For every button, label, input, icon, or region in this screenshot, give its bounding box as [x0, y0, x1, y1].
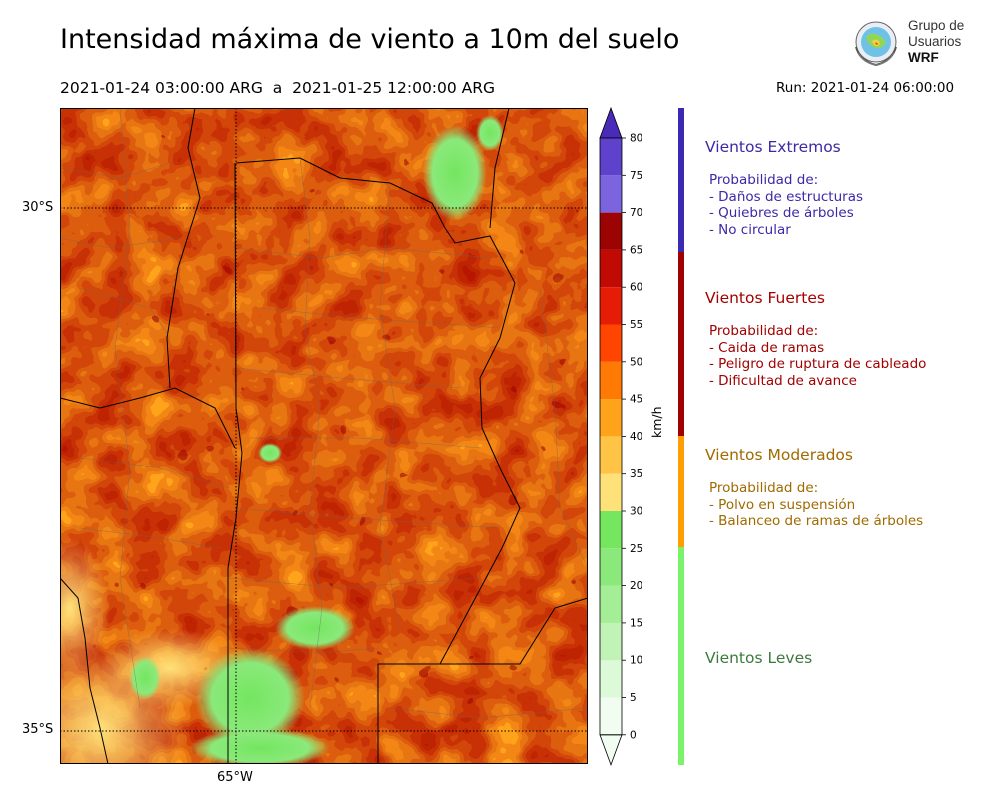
category-leves: Vientos Leves — [705, 649, 812, 667]
longitude-label-65w: 65°W — [217, 770, 253, 785]
colorbar-max-extension-arrow — [599, 106, 623, 139]
colorbar-band-55 — [600, 287, 622, 325]
colorbar-tick-label: 25 — [630, 543, 642, 555]
colorbar-min-extension-arrow — [599, 734, 623, 766]
colorbar-band-5 — [600, 660, 622, 698]
category-description-line: - Dificultad de avance — [709, 372, 857, 389]
colorbar-tick-label: 45 — [630, 394, 642, 406]
latitude-label-30s: 30°S — [22, 200, 54, 215]
colorbar-tick-label: 75 — [630, 170, 642, 182]
colorbar-unit-label: km/h — [649, 406, 664, 438]
model-run-time: Run: 2021-01-24 06:00:00 — [776, 80, 955, 96]
colorbar-tick-label: 65 — [630, 244, 642, 256]
category-bar-fuertes — [678, 252, 684, 436]
map-frame — [60, 108, 588, 764]
forecast-period: 2021-01-24 03:00:00 ARG a 2021-01-25 12:… — [60, 79, 496, 97]
colorbar-tick-label: 50 — [630, 356, 642, 368]
category-bar-moderados — [678, 436, 684, 547]
light-wind-patch-southwest — [129, 656, 161, 700]
category-fuertes: Vientos Fuertes Probabilidad de: - Caida d… — [705, 289, 926, 389]
graticule — [60, 108, 588, 764]
category-description-line: - No circular — [709, 221, 791, 238]
colorbar-band-10 — [600, 622, 622, 661]
colorbar-tick-label: 20 — [630, 580, 642, 592]
colorbar-tick-label: 70 — [630, 207, 642, 219]
category-bar-extremos — [678, 108, 684, 252]
logo-line-3: WRF — [908, 50, 939, 65]
colorbar-band-40 — [600, 399, 622, 437]
light-wind-patch-center-south — [275, 606, 355, 650]
category-description-line: Probabilidad de: — [709, 172, 819, 188]
category-description-line: - Balanceo de ramas de árboles — [709, 513, 924, 529]
colorbar-tick-label: 80 — [630, 133, 642, 145]
department-boundaries — [60, 108, 588, 719]
wind-speed-colorbar: 0 5 10 15 20 25 30 35 40 45 50 55 60 65 70 75 80 — [599, 106, 642, 766]
colorbar-band-60 — [600, 249, 622, 288]
colorbar-tick-label: 5 — [630, 692, 637, 704]
category-description: Probabilidad de: - Polvo en suspensión - B… — [709, 480, 923, 530]
colorbar-tick-label: 0 — [630, 729, 637, 741]
colorbar-band-25 — [600, 511, 622, 549]
colorbar-tick-label: 60 — [630, 282, 642, 294]
light-wind-patch-center — [258, 443, 282, 463]
colorbar-band-50 — [600, 324, 622, 362]
colorbar-band-30 — [600, 473, 622, 511]
latitude-label-35s: 35°S — [22, 722, 54, 737]
light-wind-patch-northeast — [423, 125, 487, 221]
logo-line-2: Usuarios — [908, 34, 962, 49]
category-title: Vientos Extremos — [705, 138, 841, 156]
category-description-line: - Peligro de ruptura de cableado — [709, 356, 927, 372]
colorbar-band-15 — [600, 585, 622, 623]
category-description-line: - Caida de ramas — [709, 339, 825, 356]
category-extremos: Vientos Extremos Probabilidad de: - Daños … — [705, 138, 863, 238]
light-wind-patch-south — [195, 648, 305, 748]
colorbar-tick-label: 55 — [630, 319, 642, 331]
category-description-line: - Quiebres de árboles — [709, 205, 854, 221]
category-moderados: Vientos Moderados Probabilidad de: - Polvo… — [705, 446, 923, 530]
colorbar-band-20 — [600, 548, 622, 586]
category-title: Vientos Fuertes — [705, 289, 825, 307]
category-description: Probabilidad de: - Daños de estructuras - … — [709, 172, 863, 238]
wrf-users-logo: Grupo de Usuarios WRF — [848, 17, 970, 73]
category-title: Vientos Leves — [705, 649, 813, 667]
category-bar-leves — [678, 547, 684, 765]
category-description-line: - Polvo en suspensión — [709, 496, 856, 513]
category-title: Vientos Moderados — [705, 446, 853, 464]
colorbar-band-70 — [600, 175, 622, 213]
colorbar-band-35 — [600, 436, 622, 474]
colorbar-tick-label: 15 — [630, 617, 642, 629]
colorbar-band-75 — [600, 138, 622, 176]
colorbar-tick-label: 40 — [630, 431, 642, 443]
light-wind-patch-north — [476, 115, 504, 151]
colorbar-tick-label: 35 — [630, 468, 642, 480]
colorbar-band-65 — [600, 212, 622, 250]
colorbar-band-45 — [600, 361, 622, 400]
category-description-line: Probabilidad de: — [709, 323, 819, 339]
colorbar-tick-label: 10 — [630, 655, 642, 667]
globe-emblem-icon — [855, 21, 897, 67]
colorbar-tick-label: 30 — [630, 506, 642, 518]
category-description-line: - Daños de estructuras — [709, 188, 864, 205]
light-wind-patch-bottom — [190, 728, 330, 764]
wind-intensity-map — [60, 108, 588, 764]
map-title: Intensidad máxima de viento a 10m del su… — [60, 24, 680, 55]
category-description-line: Probabilidad de: — [709, 480, 819, 496]
calm-zone-west-edge — [60, 538, 110, 678]
category-description: Probabilidad de: - Caida de ramas - Peligr… — [709, 323, 926, 389]
colorbar-band-0 — [600, 697, 622, 735]
logo-line-1: Grupo de — [908, 18, 965, 33]
